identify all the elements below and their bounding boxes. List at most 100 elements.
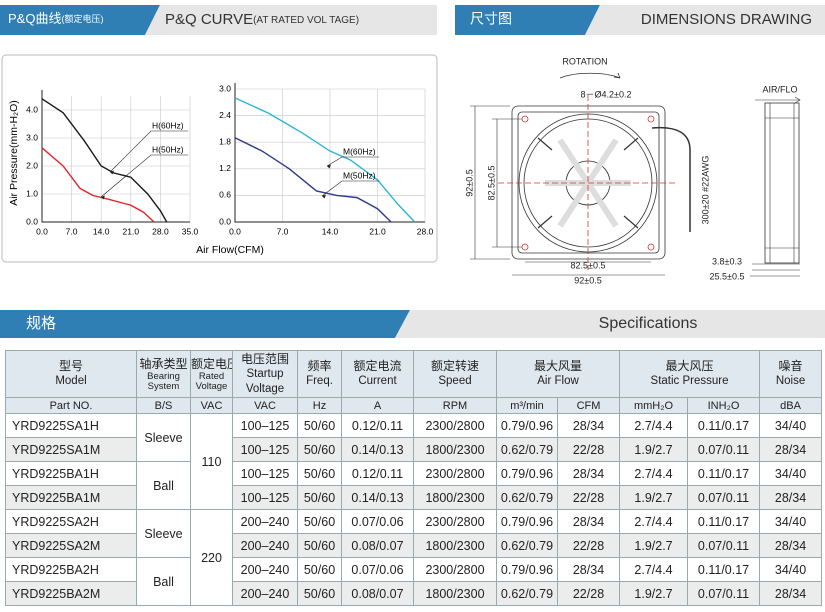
- spec-cell: 0.11/0.17: [687, 509, 761, 534]
- header-text: 最大风压: [665, 359, 714, 373]
- spec-cell: 1.9/2.7: [619, 485, 689, 510]
- unit-cell: CFM: [556, 397, 621, 414]
- spec-cell: 0.12/0.11: [341, 461, 414, 486]
- spec-cell: 1800/2300: [413, 485, 497, 510]
- header-cell: 额定电流 Current: [341, 350, 414, 398]
- y-tick-label: 3.0: [26, 132, 38, 142]
- spec-cell: 0.07/0.06: [341, 509, 414, 534]
- unit-cell: m³/min: [496, 397, 558, 414]
- header-text: Startup Voltage: [245, 367, 285, 395]
- dim-text: AIR/FLO: [762, 84, 797, 94]
- table-row: YRD9225SA1H Sleeve 110 100–125 50/60 0.12/0.1…: [5, 413, 823, 510]
- section-bar: [395, 310, 825, 338]
- unit-cell: mmH₂O: [619, 397, 689, 414]
- spec-cell: 0.62/0.79: [496, 533, 558, 558]
- unit-cell: A: [341, 397, 414, 414]
- y-tick-label: 0.0: [219, 216, 231, 226]
- y-tick-label: 3.0: [219, 83, 231, 93]
- rotation-arrow: [559, 72, 621, 79]
- header-text: Model: [55, 375, 87, 387]
- header-text: Speed: [438, 375, 472, 387]
- dim-text: 300±20 #22AWG: [700, 156, 710, 225]
- table-row: YRD9225SA2M 200–240 50/60 0.08/0.07 1800/230…: [5, 533, 823, 558]
- arrow-head: [110, 170, 114, 175]
- mount-hole: [521, 115, 529, 123]
- spec-cell: 28/34: [759, 581, 823, 606]
- x-tick-label: 28.0: [152, 226, 169, 236]
- header-text: Noise: [775, 375, 806, 387]
- spec-cell: 2300/2800: [413, 461, 497, 486]
- spec-cell: 28/34: [556, 557, 621, 582]
- dim-text: 92±0.5: [574, 275, 601, 285]
- spec-cell: 22/28: [556, 437, 621, 462]
- axis: [41, 90, 190, 223]
- header-bar: [145, 5, 437, 35]
- unit-cell: VAC: [190, 397, 233, 414]
- spec-cell: 200–240: [232, 581, 298, 606]
- section-bar: [0, 310, 410, 338]
- axis: [234, 83, 425, 223]
- y-tick-label: 1.2: [219, 163, 231, 173]
- section-title: 规格: [26, 315, 56, 332]
- y-axis-label: Air Pressure(mm-H₂O): [8, 100, 20, 206]
- y-tick-label: 1.8: [219, 136, 231, 146]
- header-cell: 额定电压Rated Voltage: [190, 350, 233, 398]
- leader-line: [326, 156, 379, 167]
- part-number: YRD9225BA2H: [5, 557, 137, 582]
- y-tick-label: 0.0: [26, 216, 38, 226]
- part-number: YRD9225BA1H: [5, 461, 137, 486]
- spec-cell: 200–240: [232, 533, 298, 558]
- spec-cell: 2.7/4.4: [619, 557, 689, 582]
- spec-cell: 0.14/0.13: [341, 485, 414, 510]
- header-text: Current: [358, 375, 397, 387]
- part-number: YRD9225BA1M: [5, 485, 137, 510]
- spec-cell: 22/28: [556, 581, 621, 606]
- y-tick-label: 2.0: [26, 160, 38, 170]
- unit-cell: dBA: [759, 397, 823, 414]
- unit-cell: VAC: [232, 397, 298, 414]
- spec-cell: 0.11/0.17: [687, 557, 761, 582]
- header-title: P&Q CURVE(AT RATED VOL TAGE): [165, 11, 359, 28]
- voltage-cell: 110: [190, 413, 233, 510]
- spec-cell: 200–240: [232, 509, 298, 534]
- spec-cell: 100–125: [232, 437, 298, 462]
- spec-cell: 1800/2300: [413, 437, 497, 462]
- header-note: (额定电压): [61, 13, 103, 24]
- header-text: Rated Voltage: [195, 370, 228, 392]
- y-tick-label: 2.4: [219, 110, 231, 120]
- unit-cell: INH₂O: [687, 397, 761, 414]
- header-bar: [585, 5, 825, 35]
- mount-hole: [521, 243, 529, 251]
- leader-line: [321, 180, 379, 197]
- spec-cell: 0.62/0.79: [496, 437, 558, 462]
- bearing-cell: Ball: [136, 557, 191, 606]
- spec-cell: 50/60: [297, 557, 342, 582]
- spec-cell: 50/60: [297, 461, 342, 486]
- header-text: 额定电流: [353, 359, 402, 373]
- header-bar: [0, 5, 160, 35]
- header-cell: 型号 Model: [5, 350, 137, 398]
- spec-cell: 50/60: [297, 533, 342, 558]
- side-view: [765, 103, 799, 263]
- spec-cell: 0.07/0.11: [687, 485, 761, 510]
- spec-cell: 0.07/0.11: [687, 581, 761, 606]
- spec-cell: 1.9/2.7: [619, 437, 689, 462]
- mount-hole: [647, 243, 655, 251]
- unit-cell: Hz: [297, 397, 342, 414]
- charts: 0.0 1.0 2.0 3.0 4.0 0.0 7.0 14.0 21.0 28.0 35.0 H(6…: [8, 83, 434, 256]
- arrow-head: [322, 194, 326, 199]
- spec-cell: 100–125: [232, 461, 298, 486]
- dim-text: 8－Ø4.2±0.2: [581, 89, 632, 99]
- dim-text: 92±0.5: [464, 169, 474, 196]
- leader-line: [100, 154, 188, 198]
- y-tick-label: 4.0: [26, 104, 38, 114]
- voltage-cell: 220: [190, 509, 233, 606]
- dim-line: [470, 105, 665, 276]
- fan-frame: [511, 105, 666, 260]
- header-text: 型号: [58, 359, 83, 373]
- spec-cell: 50/60: [297, 509, 342, 534]
- x-tick-label: 0.0: [229, 226, 241, 236]
- spec-cell: 1.9/2.7: [619, 581, 689, 606]
- spec-cell: 28/34: [759, 533, 823, 558]
